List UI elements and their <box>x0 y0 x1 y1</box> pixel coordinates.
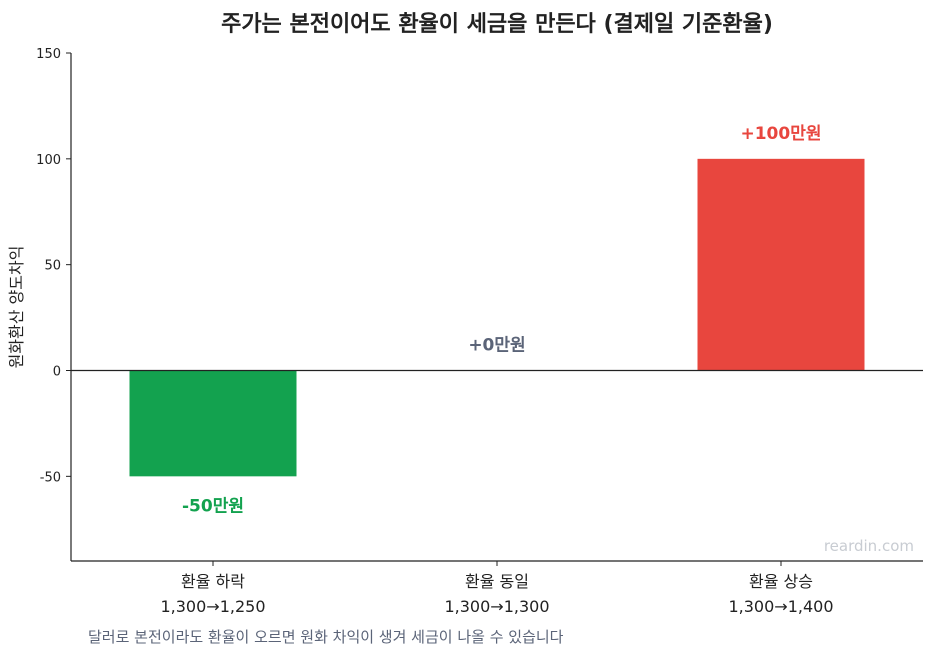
x-tick-label: 1,300→1,400 <box>728 597 833 616</box>
x-tick-label: 환율 하락 <box>181 572 245 591</box>
x-tick-label: 1,300→1,300 <box>444 597 549 616</box>
data-label: +0만원 <box>468 336 525 356</box>
y-tick-label: -50 <box>40 470 61 485</box>
x-tick-label: 1,300→1,250 <box>160 597 265 616</box>
x-tick-label: 환율 동일 <box>465 572 529 591</box>
y-axis-label: 원화환산 양도차익 <box>7 246 26 369</box>
x-tick-label: 환율 상승 <box>749 572 813 591</box>
data-label: +100만원 <box>740 124 821 144</box>
footnote: 달러로 본전이라도 환율이 오르면 원화 차익이 생겨 세금이 나올 수 있습니… <box>88 628 564 646</box>
chart-title: 주가는 본전이어도 환율이 세금을 만든다 (결제일 기준환율) <box>221 12 773 37</box>
watermark: reardin.com <box>824 537 914 555</box>
y-tick-label: 0 <box>53 365 61 380</box>
bar <box>129 370 297 477</box>
data-label: -50만원 <box>182 496 244 516</box>
bar <box>697 158 865 371</box>
y-tick-label: 50 <box>44 259 61 274</box>
y-tick-label: 150 <box>36 47 61 62</box>
y-tick-label: 100 <box>36 153 61 168</box>
